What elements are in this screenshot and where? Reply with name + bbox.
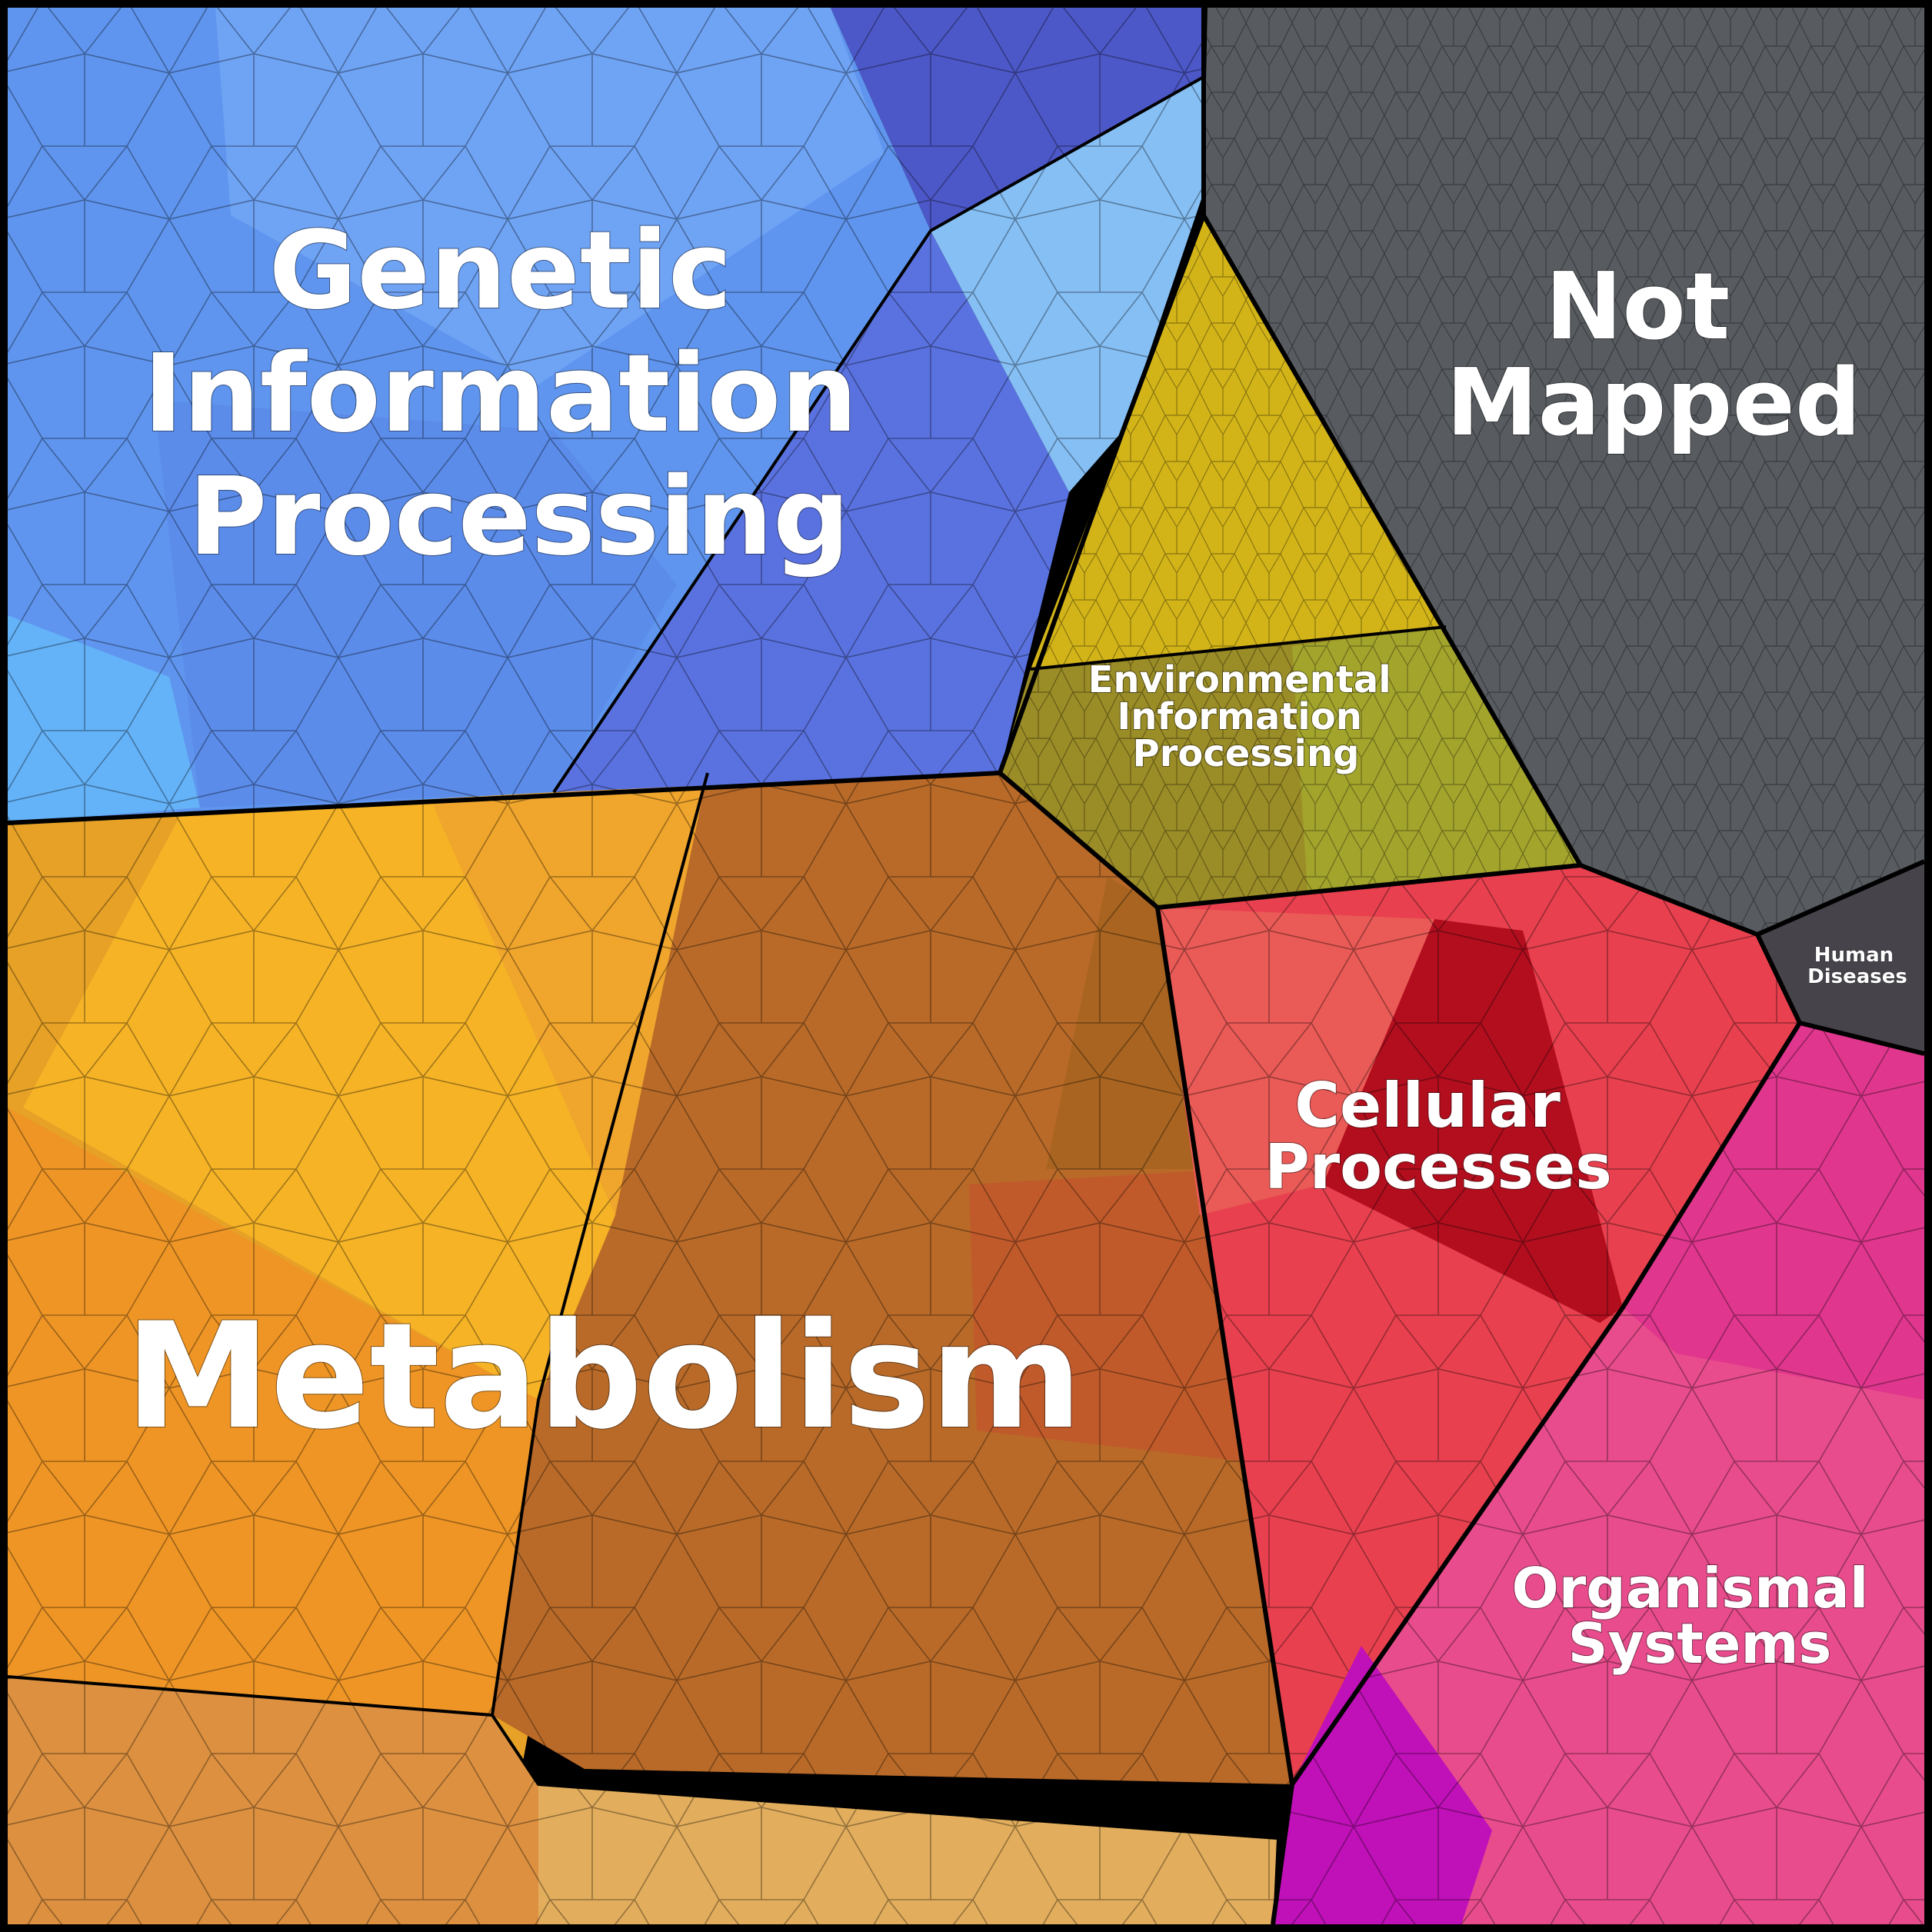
- label-human-diseases-line-2: Diseases: [1807, 965, 1907, 988]
- border-metabolism-cellular: [1155, 907, 1294, 1925]
- region-labels: Genetic Information Processing Not Mappe…: [125, 208, 1908, 1677]
- border-environmental-inner: [1030, 625, 1447, 671]
- genetic-texture: [8, 8, 1204, 823]
- label-environmental: Environmental Information Processing: [1088, 658, 1404, 775]
- label-genetic: Genetic Information Processing: [143, 208, 895, 580]
- label-cellular: Cellular Processes: [1264, 1070, 1612, 1203]
- border-genetic-inner: [552, 75, 1204, 794]
- label-cellular-line-1: Cellular: [1294, 1070, 1561, 1141]
- border-metabolism-inner-b: [7, 1675, 1277, 1840]
- border-cellular-organismal: [1290, 1021, 1802, 1786]
- label-human-diseases: Human Diseases: [1807, 944, 1907, 988]
- label-metabolism: Metabolism: [125, 1291, 1083, 1461]
- label-not-mapped: Not Mapped: [1446, 254, 1860, 457]
- label-human-diseases-line-1: Human: [1814, 944, 1894, 967]
- label-genetic-line-1: Genetic: [268, 208, 731, 334]
- label-environmental-line-3: Processing: [1133, 732, 1360, 775]
- region-genetic: [8, 8, 1204, 823]
- region-metabolism: [8, 773, 1292, 1924]
- label-genetic-line-2: Information: [143, 331, 858, 457]
- metabolism-texture: [8, 773, 1292, 1924]
- label-genetic-line-3: Processing: [188, 455, 850, 580]
- border-genetic-environmental: [998, 214, 1206, 774]
- label-environmental-line-1: Environmental: [1088, 658, 1391, 701]
- label-not-mapped-line-2: Mapped: [1446, 350, 1860, 457]
- human-diseases-cell: [1757, 861, 1924, 1054]
- border-genetic-metabolism: [7, 771, 1001, 825]
- border-metabolism-inner-a: [491, 772, 709, 1716]
- label-environmental-line-2: Information: [1117, 695, 1362, 738]
- label-organismal-line-1: Organismal: [1512, 1556, 1869, 1621]
- label-not-mapped-line-1: Not: [1545, 254, 1730, 361]
- label-organismal-line-2: Systems: [1568, 1611, 1832, 1676]
- region-human-diseases: [1757, 861, 1924, 1054]
- label-cellular-line-2: Processes: [1264, 1131, 1612, 1203]
- label-organismal: Organismal Systems: [1512, 1556, 1888, 1676]
